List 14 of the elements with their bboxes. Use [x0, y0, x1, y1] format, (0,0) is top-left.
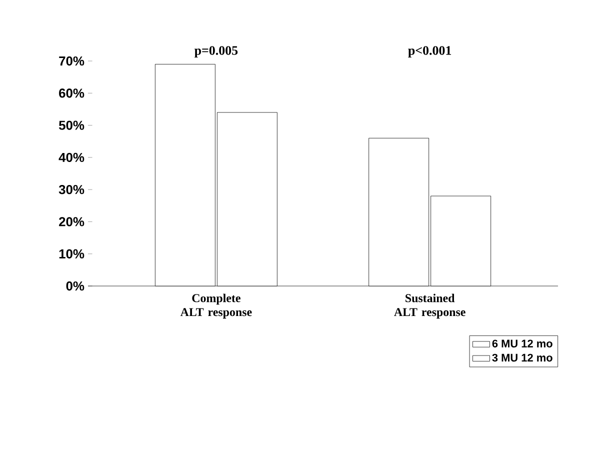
text: p=0.005 — [194, 46, 238, 58]
y-tick-label: 20% — [59, 217, 84, 226]
y-tick-label: 40% — [58, 152, 84, 162]
y-tick-label: 30% — [58, 184, 84, 194]
y-tick-label: 0% — [66, 281, 84, 291]
x-tick-label: Sustained ALT response — [394, 294, 466, 319]
x-tick-label: Complete ALT response — [180, 294, 252, 319]
text: p<0.001 — [408, 46, 452, 58]
legend-label: 3 MU 12 mo — [492, 354, 552, 362]
legend-label: 6 MU 12 mo — [492, 340, 552, 348]
y-tick-label: 50% — [58, 120, 84, 130]
y-tick-label: 10% — [59, 249, 84, 258]
y-tick-label: 60% — [59, 88, 84, 98]
y-tick-label: 70% — [59, 56, 84, 66]
